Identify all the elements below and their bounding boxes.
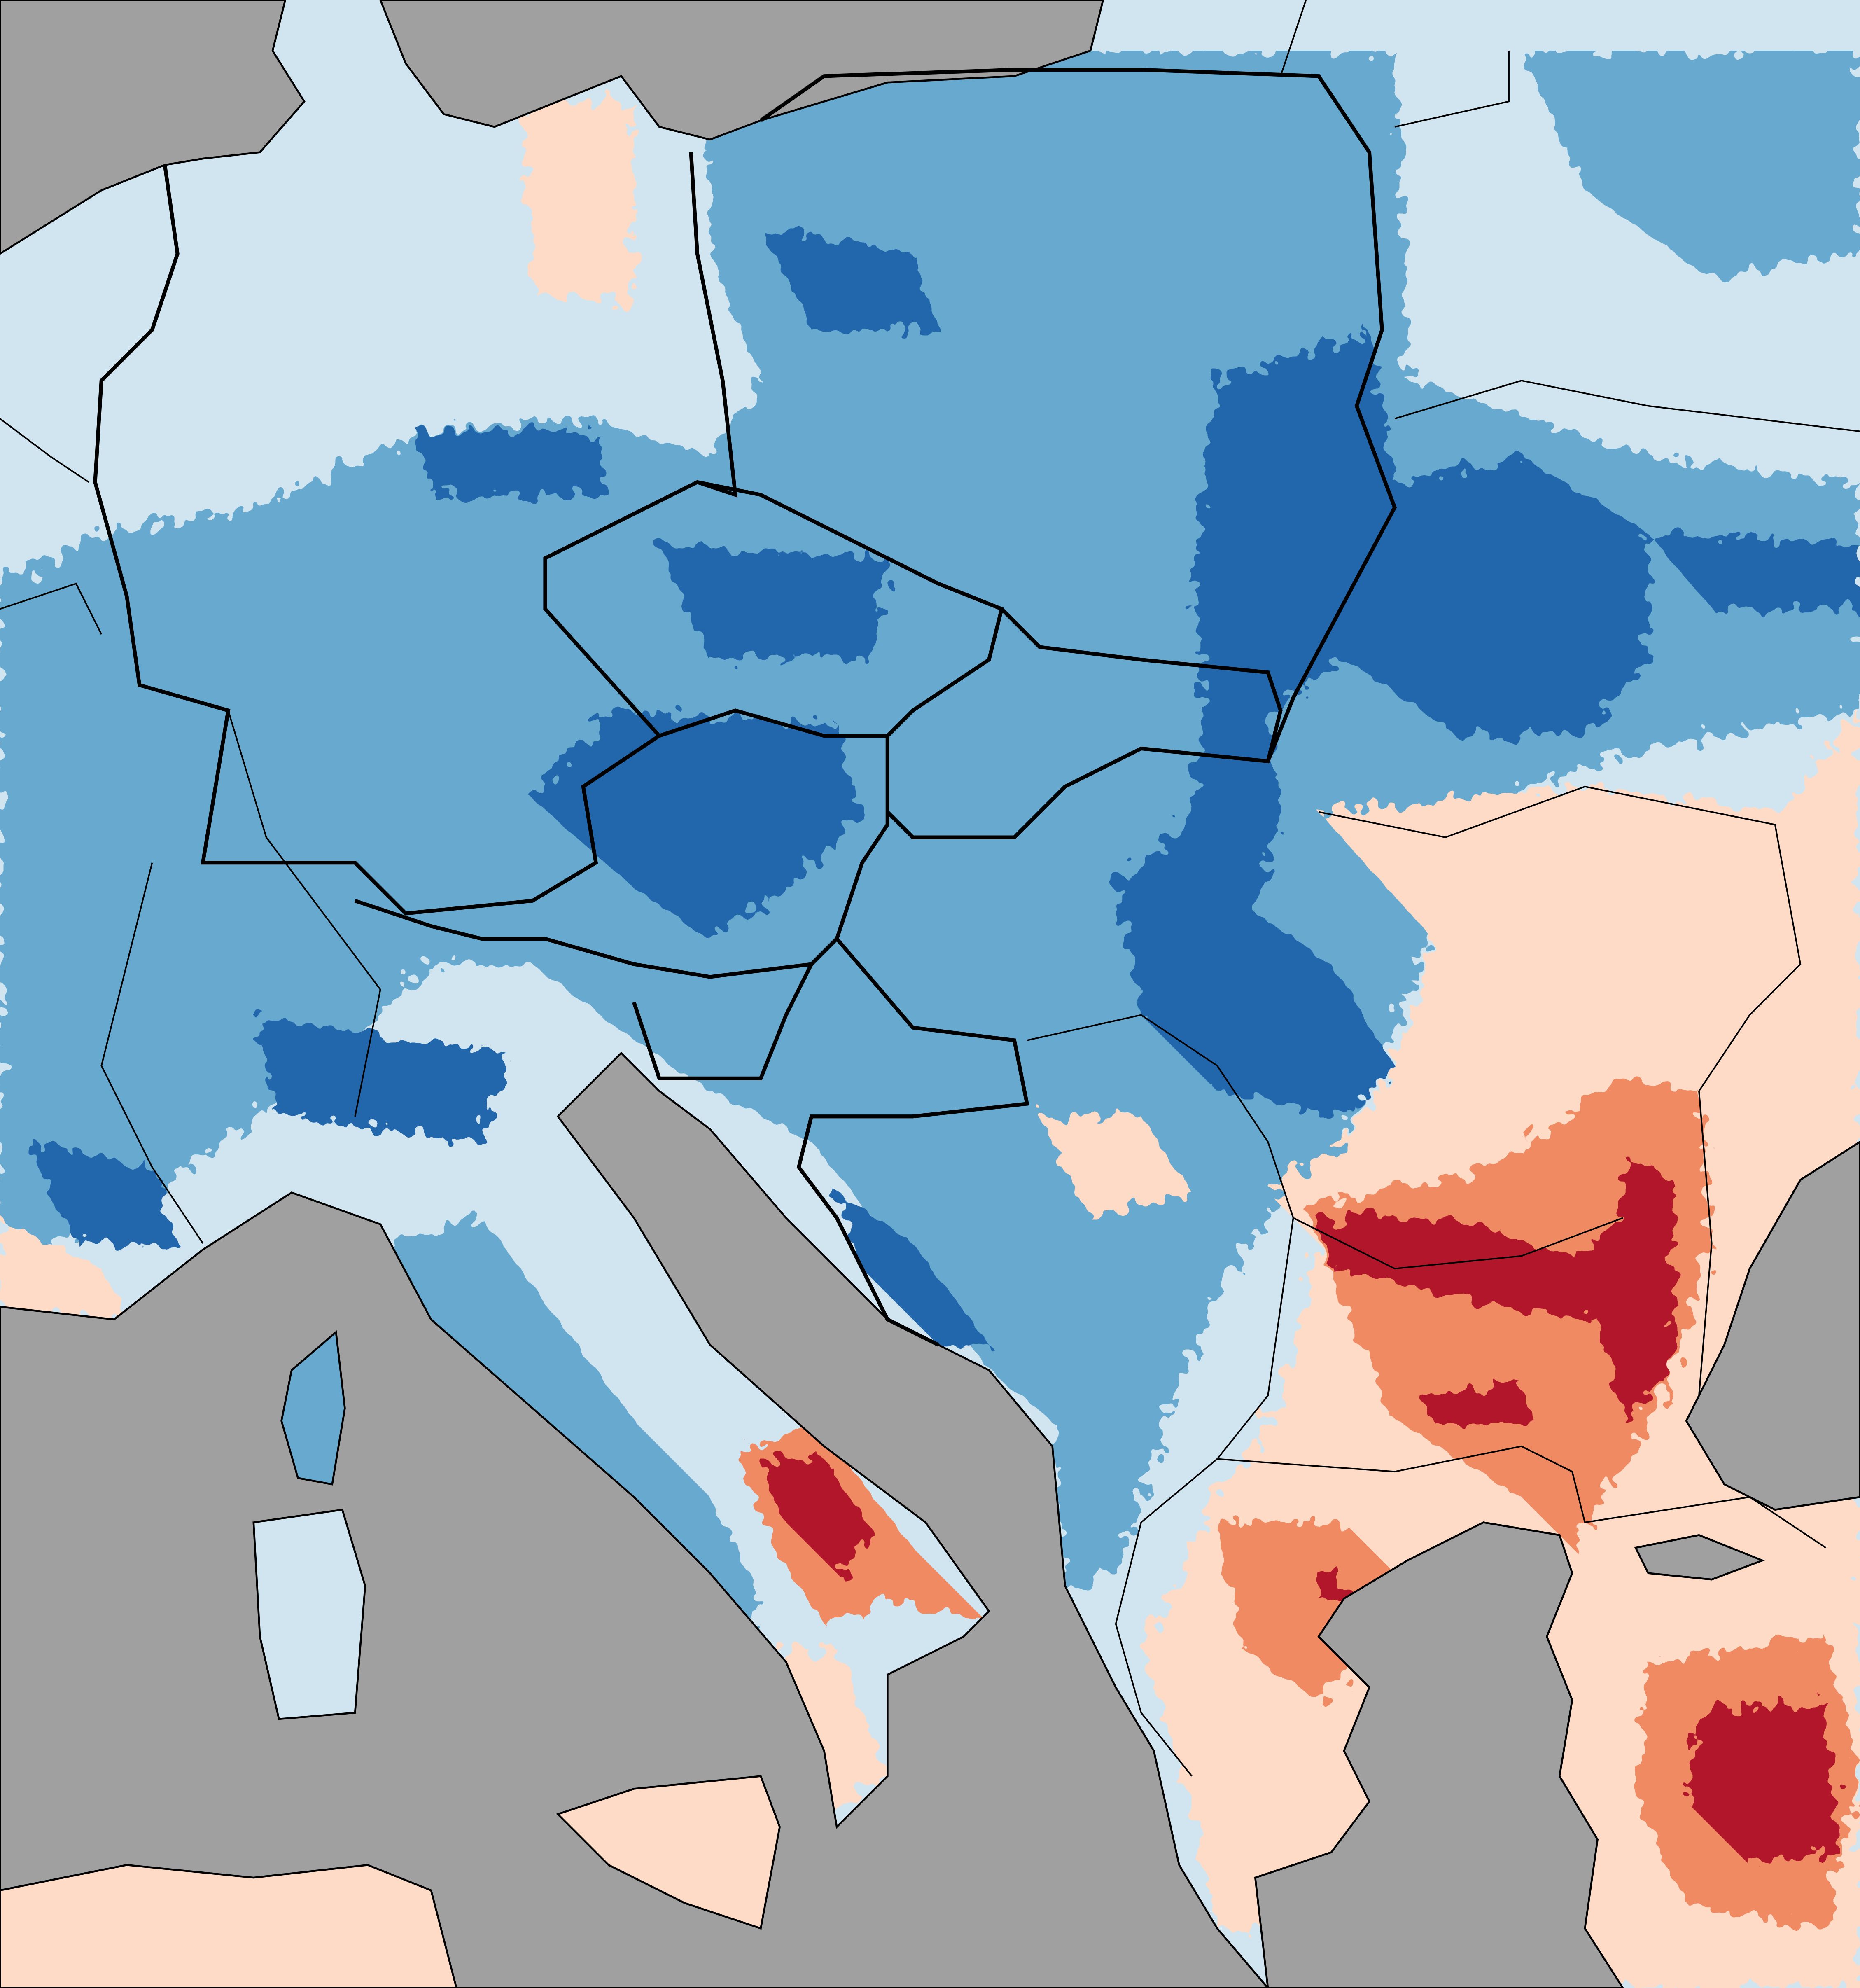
strong-wet bbox=[1116, 329, 1648, 1117]
moderate-dry bbox=[1217, 1522, 1420, 1700]
strong-wet bbox=[761, 228, 938, 330]
strong-wet bbox=[418, 431, 609, 495]
slight-dry bbox=[0, 1218, 127, 1320]
borders bbox=[0, 0, 1860, 1777]
black-sea bbox=[1685, 1140, 1860, 1511]
sardinia bbox=[252, 1509, 366, 1720]
sicily bbox=[556, 1775, 781, 1930]
border bbox=[93, 68, 1397, 1347]
border bbox=[0, 0, 1860, 1777]
strong-wet bbox=[659, 545, 888, 660]
strong-dry bbox=[1686, 1700, 1839, 1865]
slight-dry bbox=[1039, 1116, 1192, 1218]
aegean-sea bbox=[1254, 1521, 1624, 1988]
strong-wet bbox=[1648, 533, 1860, 609]
strong-dry bbox=[1319, 1154, 1674, 1421]
marmara-sea bbox=[1634, 1534, 1765, 1581]
strong-wet bbox=[25, 1142, 178, 1243]
islands bbox=[0, 1330, 781, 1988]
slight-dry bbox=[520, 101, 634, 305]
strong-dry bbox=[1420, 1383, 1534, 1421]
corsica bbox=[280, 1330, 346, 1486]
north-africa bbox=[0, 1864, 457, 1988]
strong-wet bbox=[837, 1192, 989, 1345]
strong-dry bbox=[761, 1459, 875, 1573]
north-sea bbox=[0, 0, 306, 255]
moderate-dry bbox=[1306, 1078, 1712, 1548]
strong-dry bbox=[1319, 1573, 1344, 1599]
mediterranean bbox=[0, 1051, 1270, 1988]
moderate-wet bbox=[1521, 51, 1860, 279]
baltic-sea bbox=[379, 0, 1104, 141]
anomaly-field bbox=[0, 51, 1860, 1988]
strong-wet bbox=[253, 1015, 507, 1142]
